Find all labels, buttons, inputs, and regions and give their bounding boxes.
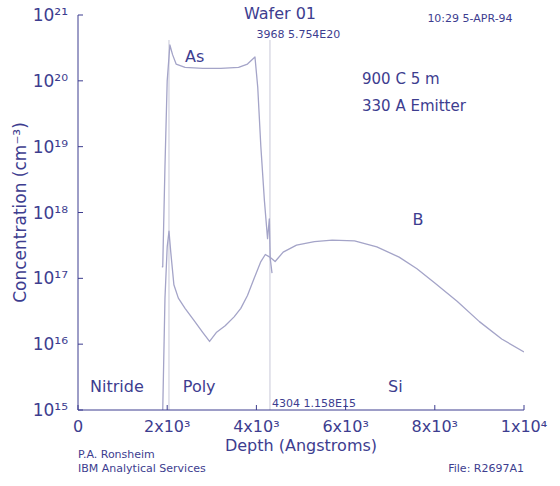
y-tick [78,410,83,411]
y-tick [78,15,83,16]
y-tick [78,146,83,147]
x-tick-label: 6x10³ [322,417,368,436]
x-tick [256,405,257,410]
footer-text: P.A. Ronsheim [78,448,155,461]
file-name: File: R2697A1 [448,462,524,475]
x-tick-label: 4x10³ [233,417,279,436]
y-tick [78,212,83,213]
y-axis-label: Concentration (cm⁻³) [10,122,30,303]
x-tick [524,405,525,410]
plot-area [162,40,524,410]
footer-text: IBM Analytical Services [78,462,206,475]
y-tick-label: 10¹⁶ [33,334,68,354]
series-label: B [413,210,424,229]
note: 900 C 5 m [362,70,440,88]
series-line [163,231,524,410]
x-tick [167,405,168,410]
x-tick-label: 1x10⁴ [501,417,547,436]
x-axis-label: Depth (Angstroms) [225,436,377,455]
y-tick-label: 10¹⁸ [33,203,68,223]
cursor-line [168,40,169,410]
y-tick [78,344,83,345]
y-tick-label: 10²¹ [33,5,68,25]
annotation: 4304 1.158E15 [272,397,356,410]
annotation: 3968 5.754E20 [256,28,340,41]
annotation: Poly [183,377,216,396]
y-tick-label: 10¹⁷ [33,268,68,288]
y-tick [78,278,83,279]
timestamp: 10:29 5-APR-94 [427,12,512,25]
annotation: Nitride [90,377,144,396]
series-label: As [185,47,204,66]
annotation: Si [388,377,403,396]
note: 330 A Emitter [362,97,467,115]
x-tick [78,405,79,410]
chart: Wafer 01 10:29 5-APR-94 900 C 5 m 330 A Emi… [0,0,560,486]
y-tick-label: 10²⁰ [33,71,68,91]
y-tick [78,80,83,81]
x-tick [434,405,435,410]
title: Wafer 01 [244,4,316,23]
y-tick-label: 10¹⁹ [33,137,68,157]
x-tick-label: 0 [73,417,83,436]
y-tick-label: 10¹⁵ [33,400,68,420]
x-tick-label: 2x10³ [144,417,190,436]
x-tick-label: 8x10³ [412,417,458,436]
series-line [162,45,272,273]
